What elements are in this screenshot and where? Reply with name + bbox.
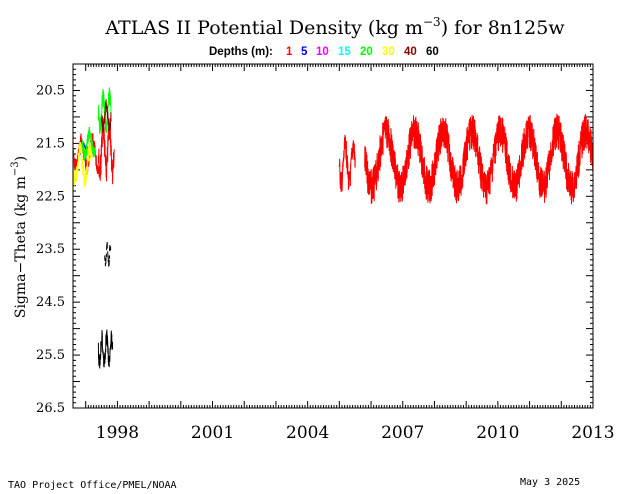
- y-axis-label: Sigma−Theta (kg m−3): [10, 156, 29, 318]
- series-line-1: [97, 116, 115, 185]
- legend-entry-10: 10: [316, 46, 329, 58]
- series-line-30: [72, 141, 93, 187]
- legend-label: Depths (m):: [209, 46, 273, 58]
- legend-entry-1: 1: [286, 46, 293, 58]
- x-tick-label: 2001: [191, 423, 234, 443]
- series-line-60: [104, 239, 112, 268]
- footer-credit: TAO Project Office/PMEL/NOAA: [8, 480, 177, 491]
- y-tick-label: 26.5: [36, 401, 65, 416]
- x-tick-label: 2007: [381, 423, 424, 443]
- legend-entry-60: 60: [426, 46, 439, 58]
- x-tick-label: 2013: [571, 423, 614, 443]
- series-line-20: [97, 87, 112, 135]
- series-line-40: [101, 99, 112, 133]
- x-tick-label: 1998: [96, 423, 139, 443]
- series-line-1: [364, 113, 594, 205]
- series-line-20: [82, 126, 96, 162]
- y-tick-label: 20.5: [36, 83, 65, 98]
- plot-area: [72, 87, 594, 369]
- y-tick-label: 23.5: [36, 242, 65, 257]
- x-tick-label: 2010: [476, 423, 519, 443]
- legend-entry-40: 40: [404, 46, 417, 58]
- legend-entry-15: 15: [338, 46, 351, 58]
- x-tick-label: 2004: [286, 423, 329, 443]
- legend-entry-5: 5: [301, 46, 308, 58]
- y-tick-label: 25.5: [36, 348, 65, 363]
- chart-title: ATLAS II Potential Density (kg m−3) for …: [104, 15, 565, 39]
- series-line-1: [338, 134, 356, 193]
- series-line-60: [97, 329, 114, 369]
- legend-entry-30: 30: [382, 46, 395, 58]
- y-tick-label: 21.5: [36, 136, 65, 151]
- legend-entry-20: 20: [360, 46, 373, 58]
- legend: Depths (m): 1 5 10 15 20 30 40 60: [209, 46, 439, 58]
- plot-frame: [72, 63, 594, 409]
- y-tick-label: 22.5: [36, 189, 65, 204]
- y-tick-label: 24.5: [36, 295, 65, 310]
- footer-date: May 3 2025: [520, 477, 580, 488]
